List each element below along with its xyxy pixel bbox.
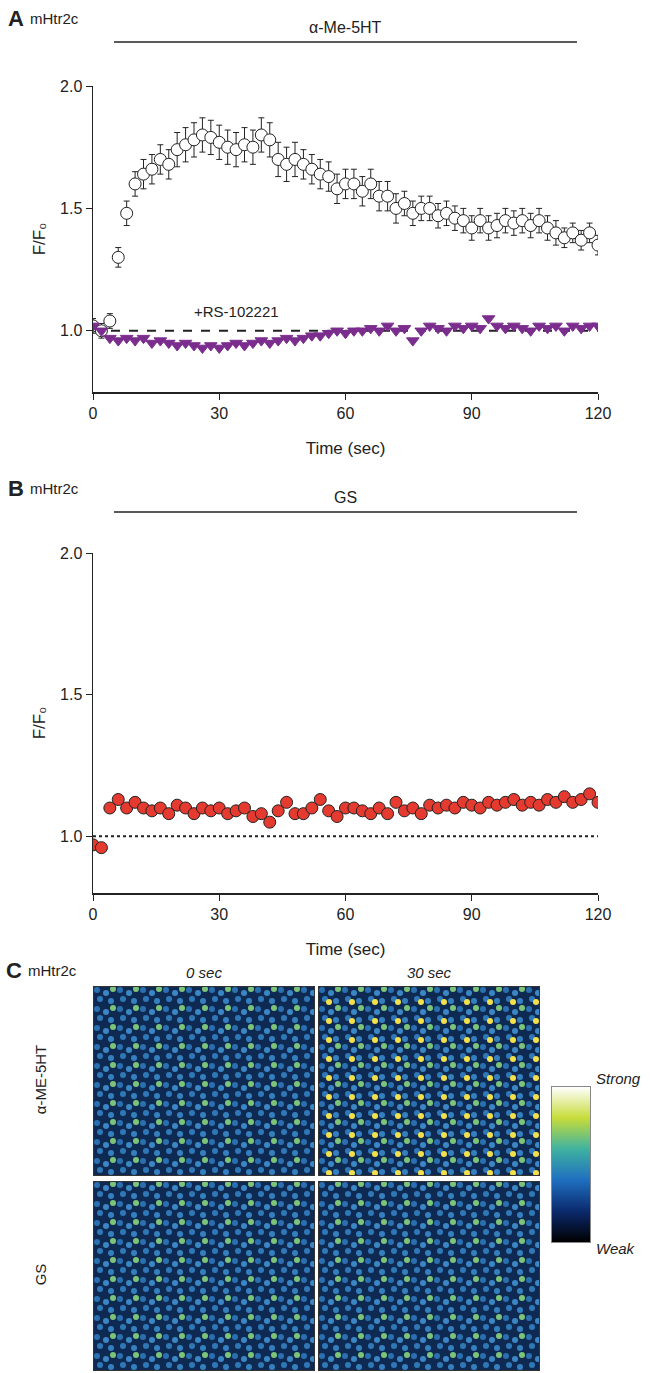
svg-text:1.0: 1.0 (60, 322, 82, 339)
svg-text:B: B (8, 476, 24, 501)
svg-text:α-Me-5HT: α-Me-5HT (309, 19, 382, 36)
svg-text:90: 90 (463, 906, 481, 923)
svg-text:30: 30 (210, 906, 228, 923)
svg-text:120: 120 (585, 405, 612, 422)
svg-text:Time (sec): Time (sec) (306, 940, 386, 959)
html-text:C mHtr2c: C mHtr2c (6, 958, 77, 983)
svg-text:A: A (8, 6, 24, 31)
html-text:α-ME-5HT: α-ME-5HT (31, 1044, 49, 1115)
svg-text:60: 60 (337, 405, 355, 422)
svg-text:F/F₀: F/F₀ (30, 707, 49, 740)
svg-text:mHtr2c: mHtr2c (30, 480, 79, 497)
svg-text:2.0: 2.0 (60, 545, 82, 562)
svg-text:2.0: 2.0 (60, 78, 82, 95)
svg-text:GS: GS (334, 489, 357, 506)
html-text:Weak: Weak (596, 1240, 635, 1257)
svg-text:F/F₀: F/F₀ (30, 223, 49, 256)
svg-text:1.0: 1.0 (60, 828, 82, 845)
svg-text:Time (sec): Time (sec) (306, 439, 386, 458)
svg-text:120: 120 (585, 906, 612, 923)
html-text:30 sec: 30 sec (406, 964, 452, 981)
svg-text:90: 90 (463, 405, 481, 422)
svg-text:1.5: 1.5 (60, 200, 82, 217)
svg-text:60: 60 (337, 906, 355, 923)
svg-text:0: 0 (89, 906, 98, 923)
html-text:Strong: Strong (596, 1070, 641, 1087)
svg-text:30: 30 (210, 405, 228, 422)
html-text:GS: GS (31, 1263, 49, 1286)
html-text:0 sec: 0 sec (186, 964, 222, 981)
svg-text:0: 0 (89, 405, 98, 422)
svg-text:+RS-102221: +RS-102221 (194, 303, 279, 320)
svg-text:mHtr2c: mHtr2c (30, 10, 79, 27)
svg-text:1.5: 1.5 (60, 686, 82, 703)
